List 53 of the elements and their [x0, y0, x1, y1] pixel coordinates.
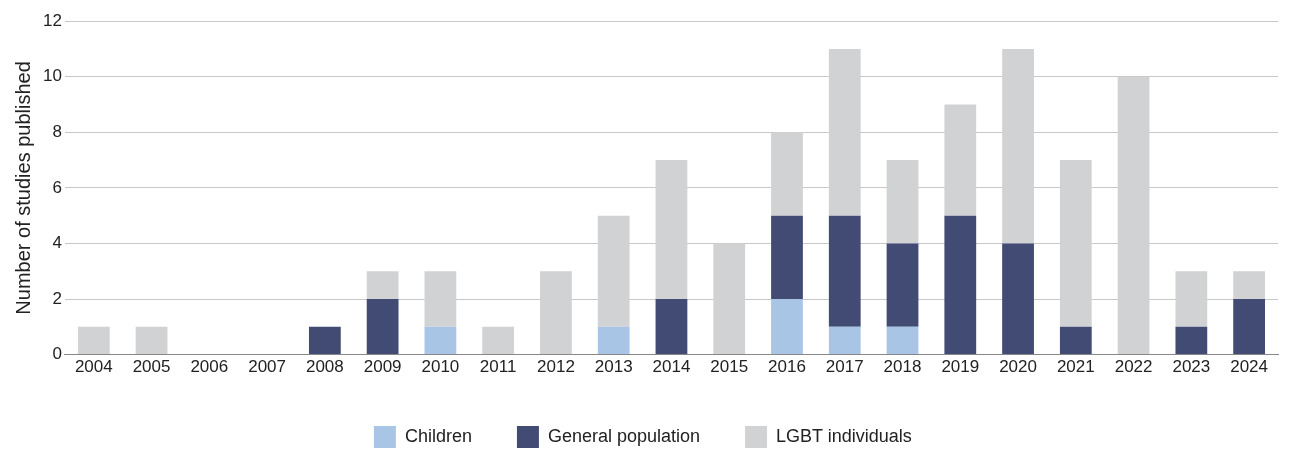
- y-tick-label: 0: [52, 344, 62, 364]
- x-tick-label: 2015: [710, 357, 749, 377]
- bar: [771, 299, 803, 355]
- bar: [1002, 243, 1034, 355]
- y-tick-label: 2: [52, 288, 62, 308]
- x-tick-label: 2022: [1114, 357, 1153, 377]
- bar: [135, 326, 168, 355]
- y-tick-label: 10: [42, 66, 62, 86]
- bar: [771, 215, 803, 300]
- x-tick-label: 2018: [883, 357, 922, 377]
- x-tick-label: 2024: [1230, 357, 1269, 377]
- bar: [424, 326, 457, 355]
- x-tick-label: 2004: [74, 357, 113, 377]
- x-tick-label: 2021: [1056, 357, 1095, 377]
- x-tick-label: 2010: [421, 357, 460, 377]
- x-tick-label: 2011: [479, 357, 517, 377]
- x-tick-label: 2023: [1172, 357, 1211, 377]
- y-axis-title: Number of studies published: [11, 61, 34, 315]
- x-tick-label: 2020: [999, 357, 1037, 377]
- y-tick-label: 12: [42, 10, 62, 30]
- bar: [828, 215, 861, 327]
- bar: [655, 299, 688, 355]
- legend-label: General population: [547, 425, 701, 446]
- x-tick-label: 2017: [825, 357, 864, 377]
- legend-label: LGBT individuals: [776, 425, 912, 446]
- bar: [308, 326, 341, 355]
- bar: [597, 326, 630, 355]
- x-tick-label: 2019: [941, 357, 980, 377]
- bar: [1233, 271, 1265, 300]
- x-tick-label: 2016: [768, 357, 806, 377]
- bar: [828, 326, 861, 355]
- bar: [944, 215, 977, 355]
- y-tick-label: 4: [52, 233, 62, 253]
- x-tick-label: 2007: [248, 357, 287, 377]
- bar: [1233, 299, 1265, 355]
- bar: [1175, 326, 1208, 355]
- x-tick-label: 2012: [537, 357, 575, 377]
- bar: [366, 271, 399, 300]
- bar: [1059, 326, 1092, 355]
- legend-label: Children: [404, 425, 472, 446]
- y-tick-label: 8: [52, 122, 62, 142]
- bar: [886, 326, 919, 355]
- x-tick-label: 2005: [132, 357, 171, 377]
- x-tick-label: 2013: [594, 357, 633, 377]
- x-tick-label: 2009: [363, 357, 402, 377]
- bar: [886, 243, 919, 327]
- x-tick-label: 2008: [305, 357, 344, 377]
- y-tick-label: 6: [52, 177, 62, 197]
- x-tick-label: 2006: [190, 357, 229, 377]
- bar: [482, 326, 515, 355]
- bar: [77, 326, 110, 355]
- x-tick-label: 2014: [652, 357, 691, 377]
- bar: [366, 299, 399, 355]
